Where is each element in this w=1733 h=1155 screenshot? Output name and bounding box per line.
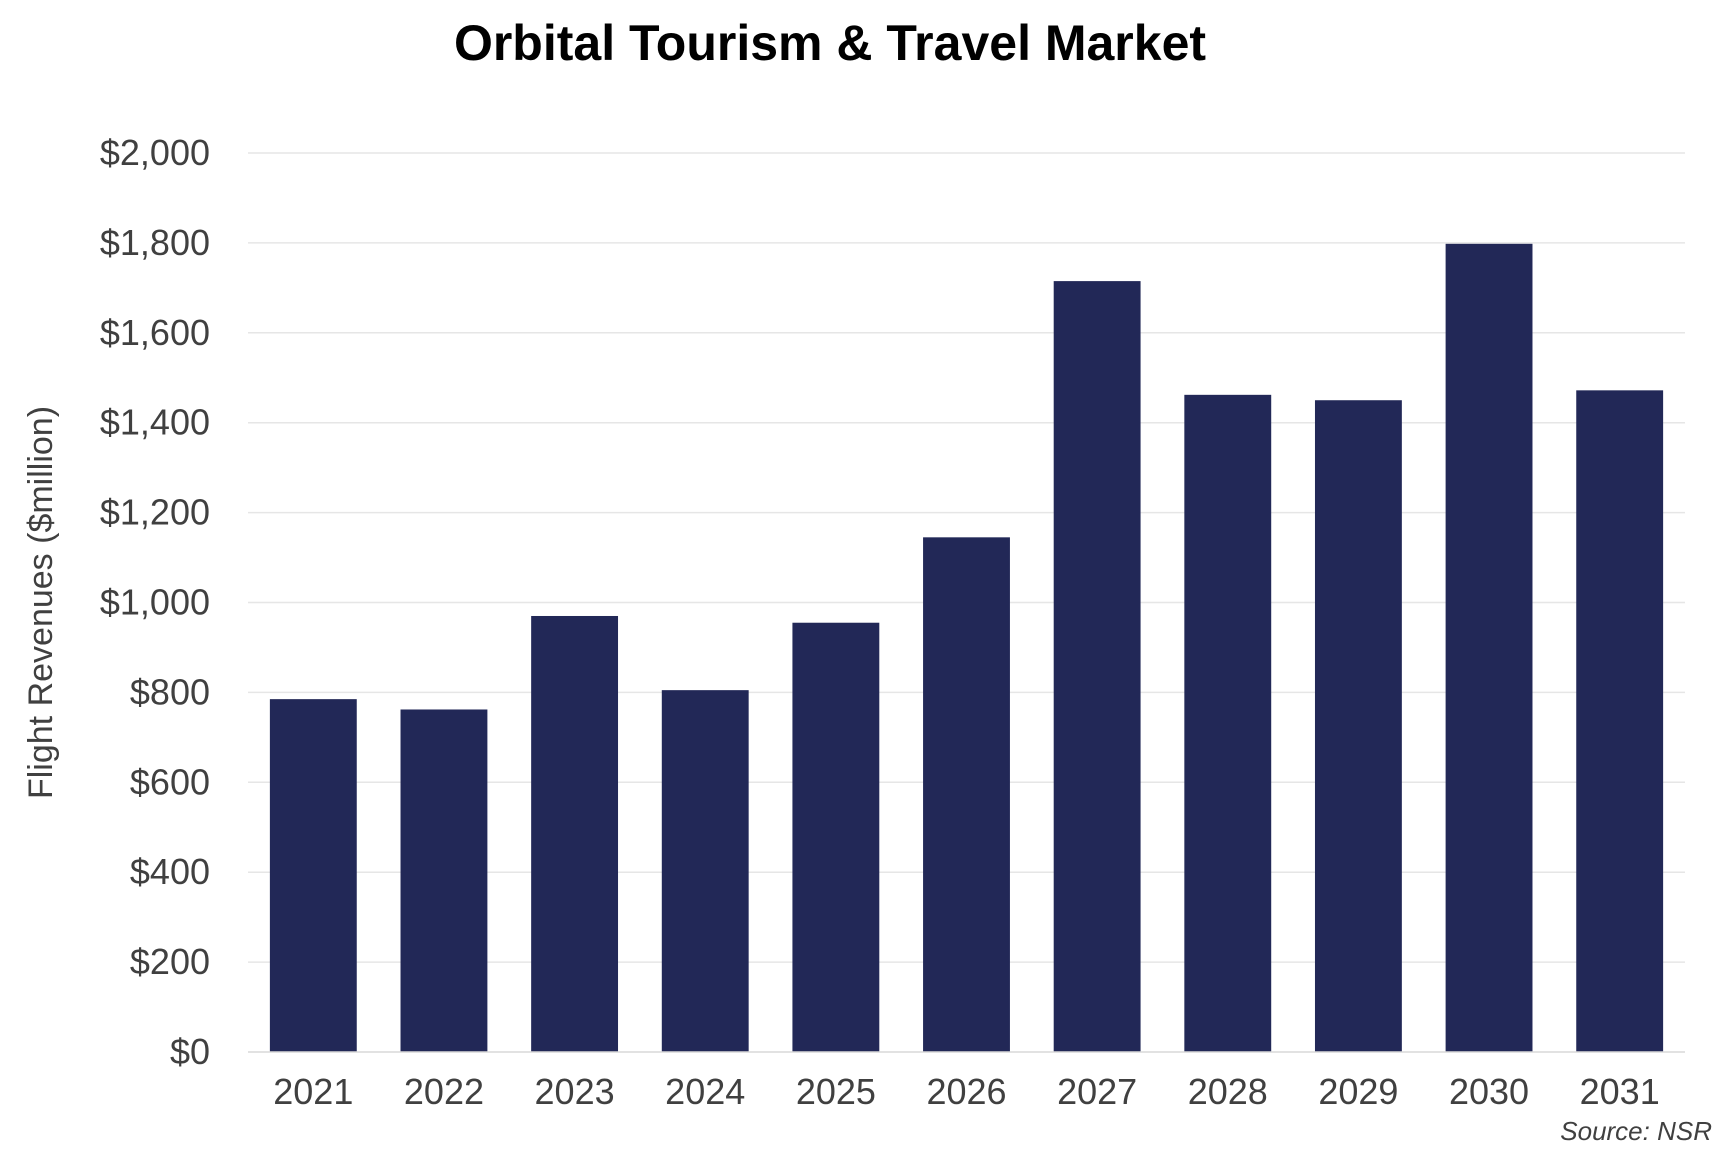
y-tick-label: $800 xyxy=(130,671,210,712)
y-tick-label: $2,000 xyxy=(100,132,210,173)
bar-2028 xyxy=(1184,394,1272,1052)
bar-2023 xyxy=(531,615,619,1052)
y-axis-ticks: $0 $200 $400 $600 $800 $1,000 $1,200 $1,400 $1,6… xyxy=(100,132,210,1072)
y-tick-label: $1,600 xyxy=(100,312,210,353)
x-tick-label: 2028 xyxy=(1188,1071,1268,1112)
x-tick-label: 2027 xyxy=(1057,1071,1137,1112)
bar-2030 xyxy=(1445,243,1533,1052)
y-tick-label: $0 xyxy=(170,1031,210,1072)
y-tick-label: $200 xyxy=(130,941,210,982)
x-tick-label: 2021 xyxy=(273,1071,353,1112)
x-tick-label: 2024 xyxy=(665,1071,745,1112)
y-axis-label: Flight Revenues ($million) xyxy=(22,406,60,799)
x-tick-label: 2023 xyxy=(535,1071,615,1112)
y-tick-label: $400 xyxy=(130,851,210,892)
bar-2024 xyxy=(661,690,749,1052)
source-note: Source: NSR xyxy=(1560,1116,1712,1146)
bar-2026 xyxy=(923,537,1010,1052)
x-axis-ticks: 2021 2022 2023 2024 2025 2026 2027 2028 2029 2030… xyxy=(273,1071,1659,1112)
y-tick-label: $1,800 xyxy=(100,222,210,263)
x-tick-label: 2030 xyxy=(1449,1071,1529,1112)
bars xyxy=(269,243,1664,1053)
bar-2027 xyxy=(1053,281,1141,1052)
y-tick-label: $600 xyxy=(130,761,210,802)
bar-2029 xyxy=(1314,400,1402,1053)
x-tick-label: 2026 xyxy=(926,1071,1006,1112)
chart-title: Orbital Tourism & Travel Market xyxy=(454,15,1206,71)
x-tick-label: 2022 xyxy=(404,1071,484,1112)
x-tick-label: 2031 xyxy=(1580,1071,1660,1112)
x-tick-label: 2029 xyxy=(1318,1071,1398,1112)
bar-2021 xyxy=(269,699,357,1052)
x-tick-label: 2025 xyxy=(796,1071,876,1112)
y-tick-label: $1,400 xyxy=(100,402,210,443)
y-tick-label: $1,200 xyxy=(100,492,210,533)
bar-2031 xyxy=(1576,390,1664,1052)
bar-2025 xyxy=(792,622,880,1052)
y-tick-label: $1,000 xyxy=(100,582,210,623)
bar-2022 xyxy=(400,709,488,1052)
